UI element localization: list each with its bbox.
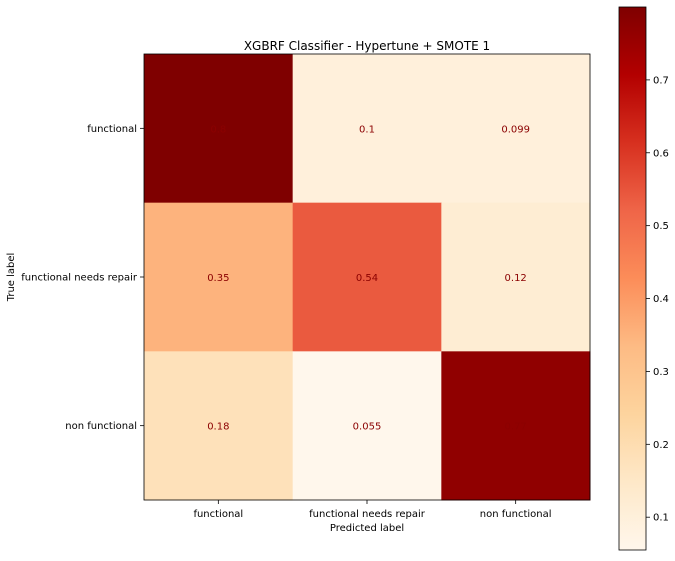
colorbar-tick-label: 0.1 [653, 513, 669, 524]
colorbar-tick-label: 0.4 [653, 294, 669, 305]
y-axis-ticks: functional functional needs repair non fun… [21, 124, 144, 432]
heatmap-cell [441, 351, 591, 501]
x-tick-label: non functional [480, 509, 552, 520]
cell-value-label: 0.8 [210, 124, 226, 135]
y-axis-label: True label [6, 253, 17, 303]
x-axis-ticks: functional functional needs repair non fun… [193, 500, 552, 520]
x-axis-label: Predicted label [330, 523, 404, 534]
colorbar-tick-label: 0.2 [653, 440, 669, 451]
heatmap-cell [292, 54, 442, 204]
cell-value-label: 0.77 [505, 422, 527, 433]
y-tick-label: functional [87, 124, 137, 135]
x-tick-label: functional needs repair [309, 509, 426, 520]
colorbar-tick-label: 0.3 [653, 367, 669, 378]
y-tick-label: non functional [65, 421, 137, 432]
heatmap-cell [441, 202, 591, 352]
heatmap-cells: 0.8 0.1 0.099 0.35 0.54 0.12 0.18 0.055 0.77 [144, 54, 591, 501]
cell-value-label: 0.1 [359, 124, 375, 135]
cell-value-label: 0.54 [356, 273, 378, 284]
cell-value-label: 0.099 [501, 124, 530, 135]
heatmap-cell [292, 202, 442, 352]
heatmap-cell [441, 54, 591, 204]
heatmap-cell [144, 54, 294, 204]
colorbar-tick-label: 0.5 [653, 221, 669, 232]
x-tick-label: functional [193, 509, 243, 520]
heatmap-cell [292, 351, 442, 501]
chart-title: XGBRF Classifier - Hypertune + SMOTE 1 [244, 39, 490, 53]
colorbar-ticks: 0.1 0.2 0.3 0.4 0.5 0.6 0.7 [646, 75, 669, 524]
cell-value-label: 0.055 [353, 422, 382, 433]
colorbar [618, 6, 647, 551]
cell-value-label: 0.35 [207, 273, 229, 284]
heatmap-cell [144, 351, 294, 501]
heatmap-cell [144, 202, 294, 352]
cell-value-label: 0.18 [207, 422, 229, 433]
y-tick-label: functional needs repair [21, 273, 138, 284]
colorbar-tick-label: 0.6 [653, 148, 669, 159]
cell-value-label: 0.12 [505, 273, 527, 284]
colorbar-tick-label: 0.7 [653, 75, 669, 86]
